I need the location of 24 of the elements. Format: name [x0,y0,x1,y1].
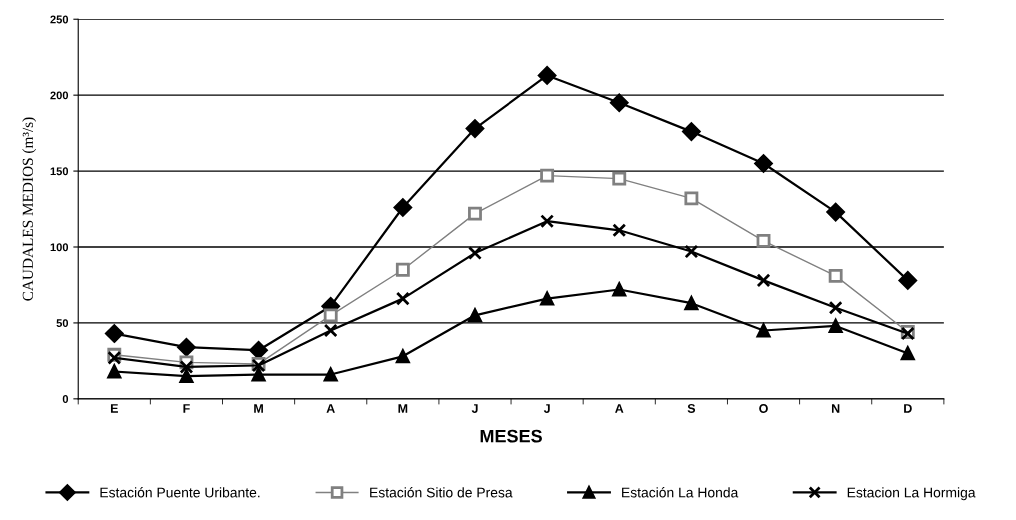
y-tick-label: 50 [56,319,69,328]
x-tick-label: D [904,404,912,413]
x-tick-label: A [615,404,624,413]
x-tick-label: O [759,404,768,413]
x-tick-label: E [110,404,118,413]
legend-label: Estacion La Hormiga [847,487,976,501]
y-tick-label: 250 [50,15,69,24]
legend-label: Estación Sitio de Presa [370,487,513,498]
x-tick-label: A [326,404,335,413]
y-tick-label: 200 [50,91,69,100]
y-tick-label: 0 [62,395,69,403]
x-axis-title: MESES [480,429,542,443]
y-axis-title: CAUDALES MEDIOS (m³/s) [22,117,37,301]
y-tick-label: 150 [50,167,69,176]
y-tick-label: 100 [50,243,69,252]
legend-label: Estación La Honda [622,487,739,498]
x-tick-label: M [398,404,408,413]
x-tick-label: F [183,404,190,413]
x-tick-label: S [687,404,696,413]
legend-label: Estación Puente Uribante. [100,487,260,498]
x-tick-label: N [831,404,840,413]
x-tick-label: M [254,404,263,413]
x-tick-label: J [471,404,478,413]
x-tick-label: J [543,404,550,413]
